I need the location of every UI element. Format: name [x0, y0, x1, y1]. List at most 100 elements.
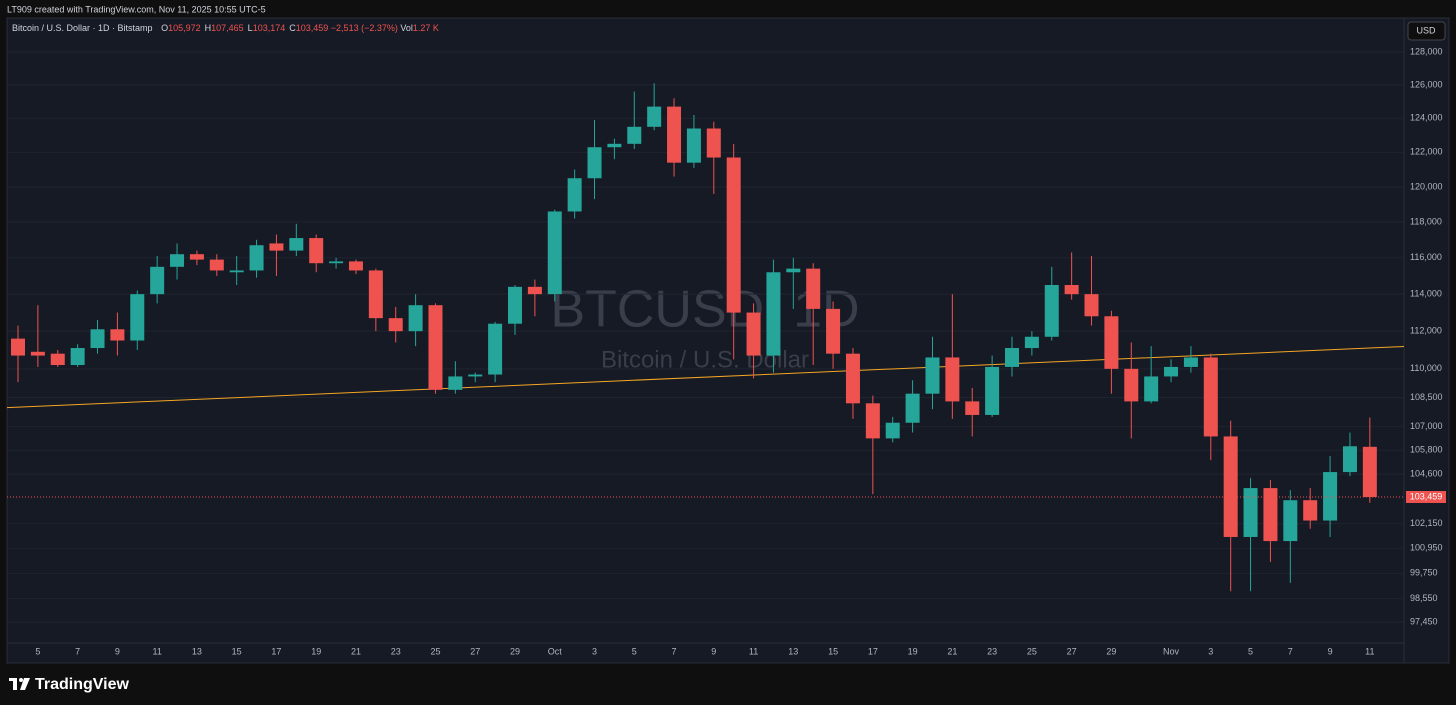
- candle-body: [766, 272, 781, 356]
- y-tick-label: 124,000: [1410, 113, 1443, 123]
- candle-body: [865, 403, 880, 439]
- candle-body: [1323, 472, 1338, 521]
- candle-body: [925, 357, 940, 394]
- x-tick-label: 19: [908, 646, 918, 656]
- y-tick-label: 126,000: [1410, 79, 1443, 89]
- x-tick-label: 15: [828, 646, 838, 656]
- candle-body: [1005, 348, 1019, 367]
- candle-body: [1223, 436, 1238, 537]
- legend-value: 107,465: [211, 23, 244, 33]
- x-tick-label: 7: [75, 646, 80, 656]
- y-tick-label: 102,150: [1410, 518, 1443, 528]
- candle-body: [1044, 285, 1059, 337]
- candle-body: [1183, 357, 1198, 367]
- x-tick-label: 23: [987, 646, 997, 656]
- y-tick-label: 128,000: [1410, 46, 1443, 56]
- legend-key: L: [248, 23, 253, 33]
- x-tick-label: 11: [749, 646, 758, 656]
- logo-shape: [19, 678, 23, 682]
- candle-body: [408, 305, 423, 332]
- candle-body: [90, 329, 105, 349]
- y-tick-label: 120,000: [1410, 181, 1443, 191]
- candle-body: [1362, 446, 1377, 497]
- candle-body: [746, 312, 761, 356]
- last-price-badge: [1406, 490, 1446, 503]
- legend-vol-key: Vol: [400, 23, 413, 33]
- x-tick-label: 15: [232, 646, 242, 656]
- candle-body: [1124, 368, 1139, 402]
- candle-body: [1243, 488, 1258, 537]
- y-tick-label: 110,000: [1410, 363, 1442, 373]
- trendline: [6, 346, 1405, 409]
- candle-body: [1144, 376, 1159, 402]
- y-tick-label: 107,000: [1410, 421, 1443, 431]
- candle-body: [726, 157, 741, 313]
- candle-body: [627, 126, 642, 144]
- candle-body: [50, 353, 65, 366]
- candle-body: [329, 261, 344, 264]
- x-tick-label: 29: [510, 646, 520, 656]
- legend-change: −2,513 (−2.37%): [331, 23, 398, 33]
- x-tick-label: 25: [430, 646, 440, 656]
- candle-body: [468, 374, 483, 377]
- candle-body: [1303, 500, 1318, 521]
- x-tick-label: 25: [1027, 646, 1037, 656]
- x-tick-label: 11: [1365, 646, 1374, 656]
- y-tick-label: 98,550: [1410, 593, 1438, 603]
- y-tick-label: 100,950: [1410, 543, 1443, 553]
- candle-body: [1104, 316, 1119, 369]
- x-tick-label: 17: [868, 646, 878, 656]
- x-tick-label: 7: [1288, 646, 1293, 656]
- candle-body: [547, 211, 562, 295]
- candle-body: [189, 254, 204, 260]
- candle-body: [1024, 336, 1039, 349]
- candle-body: [1342, 446, 1357, 473]
- x-tick-label: Nov: [1163, 646, 1180, 656]
- candle-body: [130, 294, 145, 341]
- candle-body: [448, 376, 463, 390]
- currency-button[interactable]: [1407, 21, 1446, 41]
- y-tick-label: 118,000: [1410, 216, 1442, 226]
- x-tick-label: 29: [1106, 646, 1116, 656]
- candle-body: [30, 351, 45, 356]
- candle-body: [229, 270, 244, 273]
- candle-body: [786, 268, 801, 273]
- candle-body: [985, 366, 1000, 415]
- candle-body: [945, 357, 960, 402]
- x-tick-label: 9: [711, 646, 716, 656]
- currency-label[interactable]: USD: [1416, 25, 1436, 35]
- x-tick-label: 17: [271, 646, 281, 656]
- legend-items: O105,972 H107,465 L103,174 C103,459: [161, 23, 328, 33]
- candle-body: [249, 245, 264, 271]
- legend-vol: 1.27 K: [413, 23, 439, 33]
- candle-body: [706, 128, 721, 158]
- candle-body: [885, 422, 900, 439]
- candle-body: [806, 268, 821, 309]
- x-tick-label: 5: [632, 646, 637, 656]
- y-tick-label: 122,000: [1410, 147, 1443, 157]
- candle-body: [209, 259, 224, 271]
- x-tick-label: 19: [311, 646, 321, 656]
- y-tick-label: 97,450: [1410, 616, 1438, 626]
- candle-body: [488, 323, 503, 375]
- candle-body: [508, 286, 522, 324]
- logo-shape: [13, 678, 17, 690]
- x-tick-label: 23: [391, 646, 401, 656]
- x-tick-label: 9: [1328, 646, 1333, 656]
- x-tick-label: 27: [470, 646, 480, 656]
- created-note: LT909 created with TradingView.com, Nov …: [7, 4, 266, 14]
- legend-key: O: [161, 23, 168, 33]
- candle-body: [647, 106, 662, 127]
- legend-symbol: Bitcoin / U.S. Dollar · 1D · Bitstamp: [12, 23, 153, 33]
- candle-body: [110, 329, 125, 341]
- x-tick-label: 9: [115, 646, 120, 656]
- x-tick-label: 5: [1248, 646, 1253, 656]
- plot: 97,450 98,550 99,750 100,950 102,150 104,600 1…: [6, 46, 1446, 656]
- y-tick-label: 99,750: [1410, 568, 1438, 578]
- chart-panel: [6, 17, 1450, 664]
- x-tick-label: 27: [1067, 646, 1077, 656]
- candle-body: [309, 238, 324, 264]
- last-price-label: 103,459: [1410, 491, 1443, 501]
- candle-body: [845, 353, 860, 404]
